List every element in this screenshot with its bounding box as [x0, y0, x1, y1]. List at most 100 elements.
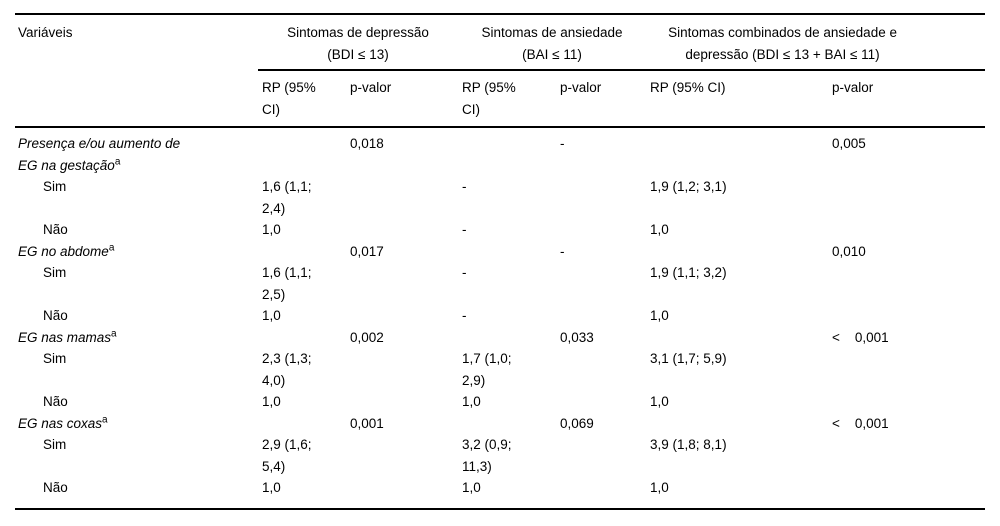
- row-label: EG nas coxas: [18, 415, 103, 431]
- cell-dep-pvalue: [346, 176, 458, 219]
- cell-dep-rp: 1,6 (1,1; 2,4): [262, 179, 312, 216]
- cell-dep-rp: [258, 241, 346, 263]
- cell-comb-rp: [646, 127, 828, 176]
- row-label-cell: Sim: [15, 434, 258, 477]
- row-label-cell: Não: [15, 305, 258, 327]
- cell-comb-pvalue: 0,005: [832, 136, 866, 151]
- row-label: Sim: [43, 179, 67, 194]
- cell-dep-rp: 2,9 (1,6; 5,4): [262, 437, 312, 474]
- subheader-pvalue-depression: p-valor: [346, 70, 458, 128]
- row-label: EG no abdome: [18, 243, 109, 259]
- cell-comb-pvalue: [828, 477, 986, 510]
- results-table: Variáveis Sintomas de depressão (BDI ≤ 1…: [15, 13, 986, 510]
- column-group-combined: Sintomas combinados de ansiedade e depre…: [646, 14, 986, 71]
- row-label-cell: EG no abdomea: [15, 241, 258, 263]
- cell-comb-rp: 1,9 (1,2; 3,1): [650, 179, 727, 194]
- cell-dep-rp: 1,0: [258, 477, 346, 510]
- cell-dep-pvalue: 0,002: [350, 329, 384, 345]
- table-row-variable: EG no abdomea 0,017 - 0,010: [15, 241, 985, 263]
- table-row-option: Sim 1,6 (1,1; 2,4) - 1,9 (1,2; 3,1): [15, 176, 985, 219]
- row-label-cell: Presença e/ou aumento de EG na gestaçãoa: [15, 127, 258, 176]
- cell-anx-rp: [458, 327, 556, 349]
- cell-dep-rp: 1,0: [262, 308, 281, 323]
- cell-anx-rp: 1,7 (1,0; 2,9): [462, 351, 512, 388]
- footnote-marker: a: [114, 156, 121, 167]
- table-row-option: Não 1,0 - 1,0: [15, 219, 985, 241]
- cell-anx-rp: 1,0: [458, 477, 556, 510]
- cell-comb-rp: [646, 327, 828, 349]
- column-header-variables: Variáveis: [15, 14, 258, 128]
- cell-comb-rp: [646, 241, 828, 263]
- cell-dep-pvalue: 0,018: [350, 136, 384, 151]
- cell-comb-pvalue: 0,010: [832, 243, 866, 259]
- cell-anx-pvalue: [556, 391, 646, 413]
- row-label: Não: [43, 394, 68, 409]
- cell-comb-rp: 1,0: [650, 394, 669, 409]
- subheader-rp-combined: RP (95% CI): [646, 70, 829, 128]
- row-label: EG nas mamas: [18, 329, 112, 345]
- cell-dep-pvalue: [346, 391, 458, 413]
- cell-dep-rp: [258, 127, 346, 176]
- subheader-rp-depression: RP (95% CI): [258, 70, 346, 128]
- cell-comb-rp: 1,9 (1,1; 3,2): [650, 265, 727, 280]
- cell-anx-rp: -: [462, 179, 467, 194]
- cell-comb-pvalue: [828, 305, 985, 327]
- cell-dep-pvalue: [346, 434, 458, 477]
- cell-comb-pvalue: < 0,001: [832, 415, 889, 431]
- cell-anx-pvalue: 0,069: [560, 415, 594, 431]
- cell-comb-pvalue: [828, 348, 985, 391]
- cell-anx-rp: [458, 413, 556, 435]
- cell-anx-rp: -: [462, 308, 467, 323]
- row-label: Sim: [43, 437, 67, 452]
- row-label: Não: [43, 308, 68, 323]
- cell-anx-rp: -: [462, 222, 467, 237]
- cell-comb-pvalue: [828, 434, 985, 477]
- cell-comb-rp: 1,0: [646, 477, 829, 510]
- header-sub-row: RP (95% CI) p-valor RP (95% CI) p-valor …: [15, 70, 986, 128]
- cell-anx-rp: -: [462, 265, 467, 280]
- row-label-cell: Sim: [15, 176, 258, 219]
- cell-dep-pvalue: [346, 219, 458, 241]
- cell-comb-pvalue: [828, 262, 985, 305]
- cell-dep-rp: 1,0: [262, 394, 281, 409]
- table-row-option: Não 1,0 1,0 1,0: [15, 477, 986, 510]
- cell-dep-rp: [258, 413, 346, 435]
- subheader-rp-anxiety: RP (95% CI): [458, 70, 556, 128]
- cell-comb-rp: 3,9 (1,8; 8,1): [650, 437, 727, 452]
- table-row-variable: EG nas coxasa 0,001 0,069 < 0,001: [15, 413, 985, 435]
- cell-comb-rp: 3,1 (1,7; 5,9): [650, 351, 727, 366]
- cell-anx-pvalue: [556, 434, 646, 477]
- footnote-marker: a: [111, 328, 117, 339]
- row-label: Sim: [43, 265, 67, 280]
- cell-anx-pvalue: [556, 477, 647, 510]
- row-label-cell: Sim: [15, 348, 258, 391]
- row-label: Presença e/ou aumento de EG na gestação: [18, 136, 181, 173]
- cell-dep-pvalue: [346, 305, 458, 327]
- cell-comb-pvalue: [828, 176, 985, 219]
- cell-anx-pvalue: -: [560, 243, 565, 259]
- subheader-pvalue-combined: p-valor: [828, 70, 986, 128]
- cell-dep-pvalue: [346, 348, 458, 391]
- row-label-cell: EG nas mamasa: [15, 327, 258, 349]
- cell-anx-pvalue: [556, 305, 646, 327]
- row-label-cell: Não: [15, 477, 258, 510]
- row-label-cell: Sim: [15, 262, 258, 305]
- cell-dep-rp: 1,0: [262, 222, 281, 237]
- cell-dep-pvalue: 0,001: [350, 415, 384, 431]
- cell-anx-pvalue: [556, 348, 646, 391]
- cell-dep-rp: [258, 327, 346, 349]
- cell-comb-rp: [646, 413, 828, 435]
- cell-comb-rp: 1,0: [650, 308, 669, 323]
- row-label: Não: [43, 222, 68, 237]
- row-label-cell: Não: [15, 219, 258, 241]
- table-row-variable: EG nas mamasa 0,002 0,033 < 0,001: [15, 327, 985, 349]
- cell-comb-pvalue: < 0,001: [832, 329, 889, 345]
- column-group-anxiety: Sintomas de ansiedade (BAI ≤ 11): [458, 14, 647, 71]
- cell-anx-pvalue: [556, 219, 646, 241]
- table-row-option: Sim 2,3 (1,3; 4,0) 1,7 (1,0; 2,9) 3,1 (1…: [15, 348, 985, 391]
- cell-dep-rp: 1,6 (1,1; 2,5): [262, 265, 312, 302]
- row-label-cell: Não: [15, 391, 258, 413]
- cell-comb-pvalue: [828, 391, 985, 413]
- cell-anx-pvalue: -: [560, 136, 565, 151]
